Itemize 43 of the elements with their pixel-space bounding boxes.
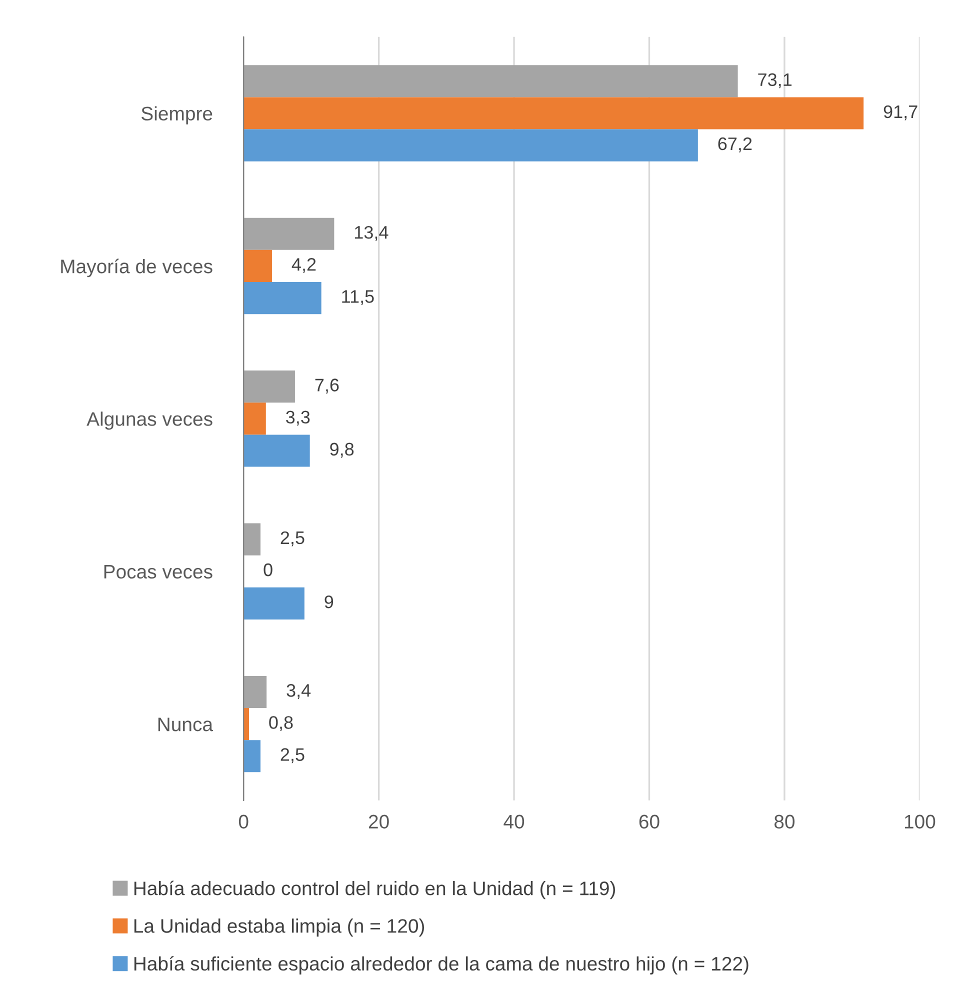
data-label: 9 bbox=[324, 595, 334, 608]
data-label: 3,4 bbox=[286, 684, 311, 699]
bar bbox=[244, 370, 295, 403]
bar bbox=[244, 708, 249, 740]
data-label: 2,5 bbox=[280, 748, 304, 764]
y-tick-label: Pocas veces bbox=[104, 565, 212, 579]
data-label: 73,1 bbox=[758, 73, 792, 88]
data-label: 11,5 bbox=[342, 290, 374, 306]
bar bbox=[244, 402, 266, 435]
data-label: 7,6 bbox=[315, 378, 339, 394]
data-label: 0 bbox=[264, 563, 272, 576]
bar bbox=[244, 218, 334, 250]
x-tick-label: 20 bbox=[368, 814, 389, 829]
bar bbox=[244, 65, 738, 98]
data-label: 67,2 bbox=[718, 137, 752, 152]
bar bbox=[244, 676, 267, 708]
bar bbox=[244, 740, 260, 772]
data-label: 3,3 bbox=[286, 410, 310, 426]
x-tick-label: 80 bbox=[774, 814, 795, 829]
bar bbox=[244, 282, 322, 314]
x-tick-label: 40 bbox=[504, 814, 524, 829]
bar bbox=[244, 129, 698, 162]
x-tick-label: 100 bbox=[904, 814, 936, 829]
legend-label: Había suficiente espacio alrededor de la cama de nuestro hijo (n = 122) bbox=[134, 956, 748, 974]
data-label: 13,4 bbox=[355, 226, 388, 241]
y-tick-label: Nunca bbox=[158, 718, 214, 732]
data-label: 4,2 bbox=[292, 258, 316, 273]
data-label: 2,5 bbox=[280, 531, 304, 546]
bar bbox=[244, 523, 260, 556]
data-label: 91,7 bbox=[884, 105, 918, 120]
bar bbox=[244, 250, 272, 282]
legend-label: La Unidad estaba limpia (n = 120) bbox=[134, 918, 424, 937]
x-tick-label: 60 bbox=[639, 814, 660, 829]
data-label: 9,8 bbox=[330, 442, 354, 458]
bar bbox=[244, 434, 310, 467]
y-tick-label: Siempre bbox=[142, 106, 212, 124]
x-tick-label: 0 bbox=[238, 814, 248, 829]
y-tick-label: Algunas veces bbox=[86, 412, 212, 430]
bar bbox=[244, 587, 304, 620]
bar bbox=[244, 97, 864, 130]
legend-label: Había adecuado control del ruido en la Unidad (n = 119) bbox=[134, 880, 616, 900]
data-label: 0,8 bbox=[269, 716, 293, 732]
y-tick-label: Mayoría de veces bbox=[61, 258, 212, 278]
